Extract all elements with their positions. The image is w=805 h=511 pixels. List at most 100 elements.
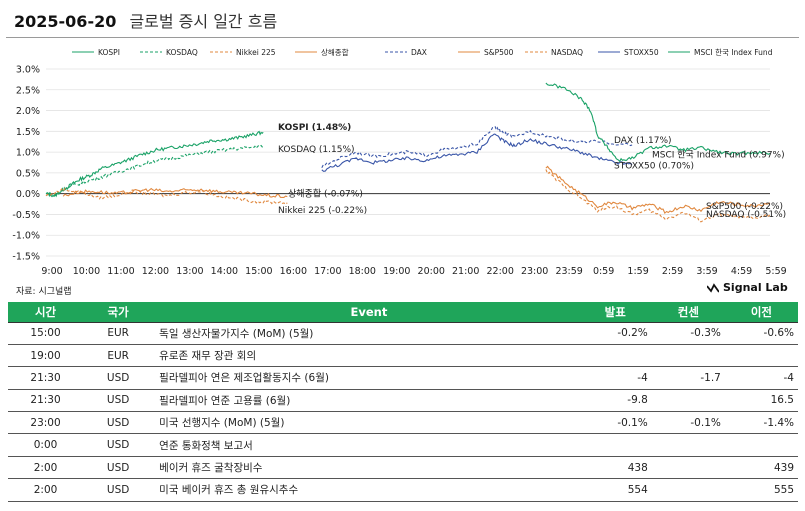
series-end-labels: KOSPI (1.48%) KOSDAQ (1.15%) Nikkei 225 (-…: [278, 123, 786, 220]
cell-time: 21:30: [8, 366, 84, 390]
y-tick-label: -1.0%: [12, 231, 40, 242]
y-tick-label: 2.5%: [16, 85, 40, 96]
series-line-nikkei: [45, 187, 288, 205]
cell-time: 2:00: [8, 478, 84, 502]
legend-label-dax: DAX: [411, 48, 427, 57]
cell-previous: 555: [724, 478, 798, 502]
legend-label-kosdaq: KOSDAQ: [166, 48, 198, 57]
cell-country: USD: [83, 433, 154, 457]
cell-country: USD: [83, 366, 154, 390]
cell-country: EUR: [83, 321, 154, 345]
cell-actual: 554: [578, 478, 652, 502]
table-row: 19:00 EUR 유로존 재무 장관 회의: [8, 344, 798, 368]
source-note: 자료: 시그널랩: [16, 287, 72, 297]
cell-country: USD: [83, 478, 154, 502]
cell-previous: -4: [724, 366, 798, 390]
legend-label-sp500: S&P500: [484, 48, 514, 57]
legend-label-msci: MSCI 한국 Index Fund: [694, 48, 773, 57]
cell-event: 미국 베이커 휴즈 총 원유시추수: [153, 478, 579, 502]
table-row: 2:00 USD 미국 베이커 휴즈 총 원유시추수 554 555: [8, 478, 798, 502]
chart-series: [45, 82, 771, 223]
y-tick-label: -1.5%: [12, 252, 40, 263]
series-line-kosdaq: [46, 144, 264, 198]
table-row: 2:00 USD 베이커 휴즈 굴착장비수 438 439: [8, 456, 798, 480]
cell-forecast: -0.1%: [651, 411, 725, 435]
page-title: 2025-06-20 글로벌 증시 일간 흐름: [14, 8, 277, 32]
economic-events-table: 시간 국가 Event 발표 컨센 이전 15:00 EUR 독일 생산자물가지수 …: [8, 302, 798, 502]
x-tick-label: 9:00: [41, 266, 62, 277]
cell-event: 연준 통화정책 보고서: [153, 433, 579, 457]
series-line-shanghai: [62, 187, 288, 198]
cell-forecast: [651, 456, 725, 480]
x-tick-label: 19:00: [383, 266, 410, 277]
series-label-kospi: KOSPI (1.48%): [278, 123, 351, 133]
x-tick-label: 21:00: [452, 266, 479, 277]
series-label-sp500: S&P500 (-0.22%): [706, 202, 783, 212]
cell-event: 베이커 휴즈 굴착장비수: [153, 456, 579, 480]
header-forecast: 컨센: [651, 302, 725, 322]
cell-actual: -9.8: [578, 389, 652, 413]
x-tick-label: 20:00: [418, 266, 445, 277]
cell-event: 필라델피아 연준 고용률 (6월): [153, 389, 579, 413]
cell-country: EUR: [83, 344, 154, 368]
cell-event: 필라델피아 연은 제조업활동지수 (6월): [153, 366, 579, 390]
x-tick-label: 16:00: [280, 266, 307, 277]
cell-time: 15:00: [8, 321, 84, 345]
cell-event: 유로존 재무 장관 회의: [153, 344, 579, 368]
cell-country: USD: [83, 389, 154, 413]
header-time: 시간: [8, 302, 84, 322]
cell-event: 미국 선행지수 (MoM) (5월): [153, 411, 579, 435]
cell-previous: -1.4%: [724, 411, 798, 435]
title-name: 글로벌 증시 일간 흐름: [129, 12, 278, 31]
cell-actual: -4: [578, 366, 652, 390]
title-date: 2025-06-20: [14, 12, 117, 31]
x-axis: 9:00 10:00 11:00 12:00 13:00 14:00 15:00 16:00 1…: [41, 266, 786, 277]
x-tick-label: 3:59: [696, 266, 717, 277]
y-tick-label: 3.0%: [16, 65, 40, 76]
series-label-dax: DAX (1.17%): [614, 136, 672, 146]
cell-forecast: [651, 433, 725, 457]
table-row: 15:00 EUR 독일 생산자물가지수 (MoM) (5월) -0.2% -0.3% -…: [8, 321, 798, 345]
cell-previous: -0.6%: [724, 321, 798, 345]
cell-time: 0:00: [8, 433, 84, 457]
x-tick-label: 14:00: [211, 266, 238, 277]
legend-label-stoxx: STOXX50: [624, 48, 659, 57]
series-line-stoxx: [321, 133, 633, 172]
y-tick-label: 0.0%: [16, 189, 40, 200]
series-label-nasdaq: NASDAQ (-0.51%): [706, 210, 786, 220]
x-tick-label: 17:00: [314, 266, 341, 277]
x-tick-label: 2:59: [662, 266, 683, 277]
cell-event: 독일 생산자물가지수 (MoM) (5월): [153, 321, 579, 345]
cell-time: 21:30: [8, 389, 84, 413]
table-header-row: 시간 국가 Event 발표 컨센 이전: [8, 302, 798, 322]
series-label-kosdaq: KOSDAQ (1.15%): [278, 145, 355, 155]
series-line-kospi: [45, 130, 264, 198]
legend-label-nasdaq: NASDAQ: [551, 48, 583, 57]
x-tick-label: 12:00: [142, 266, 169, 277]
cell-previous: [724, 344, 798, 368]
chart-legend: KOSPI KOSDAQ Nikkei 225 상해종합 DAX S&P500 NASDAQ…: [72, 47, 773, 57]
brand-logo: Signal Lab: [707, 281, 788, 294]
x-tick-label: 0:59: [593, 266, 614, 277]
header-country: 국가: [83, 302, 154, 322]
cell-time: 19:00: [8, 344, 84, 368]
y-tick-label: 1.0%: [16, 148, 40, 159]
legend-label-kospi: KOSPI: [98, 48, 120, 57]
title-divider: [6, 37, 799, 38]
y-tick-label: 2.0%: [16, 106, 40, 117]
table-row: 21:30 USD 필라델피아 연은 제조업활동지수 (6월) -4 -1.7 -4: [8, 366, 798, 390]
y-tick-label: 0.5%: [16, 168, 40, 179]
x-tick-label: 15:00: [245, 266, 272, 277]
table-row: 23:00 USD 미국 선행지수 (MoM) (5월) -0.1% -0.1% -1.4…: [8, 411, 798, 435]
series-line-nasdaq: [545, 169, 771, 223]
x-tick-label: 4:59: [731, 266, 752, 277]
market-line-chart: KOSPI KOSDAQ Nikkei 225 상해종합 DAX S&P500 NASDAQ…: [12, 47, 786, 277]
series-label-nikkei: Nikkei 225 (-0.22%): [278, 206, 367, 216]
series-line-dax: [321, 125, 633, 168]
cell-country: USD: [83, 411, 154, 435]
x-tick-label: 22:00: [486, 266, 513, 277]
x-tick-label: 10:00: [73, 266, 100, 277]
cell-forecast: [651, 478, 725, 502]
cell-actual: -0.1%: [578, 411, 652, 435]
header-event: Event: [153, 302, 579, 322]
